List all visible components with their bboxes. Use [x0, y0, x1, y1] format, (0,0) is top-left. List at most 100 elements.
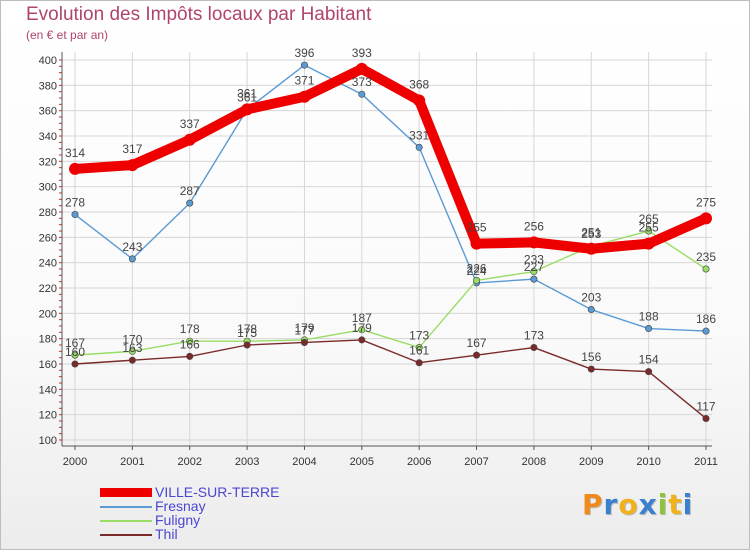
data-label-fuligny: 235 — [696, 250, 716, 264]
data-point-thil — [186, 352, 194, 360]
legend-item-fuligny: Fuligny — [100, 512, 330, 528]
data-point-fresnay — [358, 90, 366, 98]
legend-swatch-thil — [100, 534, 152, 536]
data-label-ville-sur-terre: 361 — [237, 86, 257, 100]
line-chart: 100 120 140 160 180 200 220 240 260 280 300 320 340 3… — [39, 46, 718, 468]
data-label-fresnay: 396 — [294, 46, 314, 60]
x-tick-label: 2010 — [636, 456, 660, 468]
legend-item-ville-sur-terre: VILLE-SUR-TERRE — [100, 484, 330, 500]
data-label-thil: 177 — [294, 323, 314, 337]
data-point-fuligny — [186, 337, 194, 345]
data-label-thil: 179 — [352, 321, 372, 335]
data-point-fuligny — [415, 344, 423, 352]
logo-letter-5: i — [657, 488, 669, 521]
data-label-fresnay: 188 — [639, 310, 659, 324]
data-label-ville-sur-terre: 314 — [65, 146, 85, 160]
series-line-fresnay — [74, 64, 707, 332]
x-tick-label: 2005 — [350, 456, 374, 468]
data-label-fresnay: 331 — [409, 128, 429, 142]
x-tick-label: 2004 — [292, 456, 316, 468]
x-tick-label: 2008 — [522, 456, 546, 468]
legend-label-fuligny: Fuligny — [155, 512, 201, 528]
data-label-fuligny: 187 — [352, 311, 372, 325]
data-point-ville-sur-terre — [183, 133, 196, 146]
data-point-ville-sur-terre — [585, 242, 598, 255]
series-line-ville-sur-terre — [70, 63, 711, 254]
data-point-ville-sur-terre — [241, 103, 254, 116]
proxiti-logo: Proxiti — [582, 488, 693, 521]
y-tick-label: 200 — [39, 308, 57, 320]
data-label-thil: 173 — [524, 329, 544, 343]
y-tick-label: 240 — [39, 258, 57, 270]
data-point-thil — [71, 360, 79, 368]
data-label-thil: 166 — [180, 337, 200, 351]
data-point-fuligny — [702, 265, 710, 273]
data-label-thil: 117 — [696, 399, 715, 413]
data-label-fresnay: 243 — [122, 240, 142, 254]
data-point-ville-sur-terre — [126, 159, 139, 172]
data-label-fresnay: 227 — [524, 260, 544, 274]
data-point-fresnay — [415, 143, 423, 151]
y-tick-label: 340 — [39, 131, 57, 143]
data-point-fuligny — [473, 276, 481, 284]
data-label-ville-sur-terre: 393 — [352, 46, 372, 60]
data-label-fresnay: 186 — [696, 312, 716, 326]
y-tick-label: 140 — [39, 384, 57, 396]
x-tick-label: 2002 — [177, 456, 201, 468]
legend-label-thil: Thil — [155, 526, 178, 542]
data-point-thil — [415, 359, 423, 367]
data-point-thil — [645, 368, 653, 376]
data-label-ville-sur-terre: 317 — [122, 142, 142, 156]
x-tick-label: 2009 — [579, 456, 603, 468]
data-point-thil — [530, 344, 538, 352]
data-label-thil: 175 — [237, 326, 257, 340]
legend-item-fresnay: Fresnay — [100, 498, 330, 514]
legend-item-thil: Thil — [100, 526, 330, 542]
data-label-thil: 167 — [467, 336, 487, 350]
data-label-fresnay: 278 — [65, 196, 85, 210]
legend-label-ville-sur-terre: VILLE-SUR-TERRE — [155, 484, 280, 500]
data-point-fresnay — [300, 61, 308, 69]
data-label-ville-sur-terre: 255 — [467, 221, 487, 235]
data-label-fresnay: 224 — [467, 264, 487, 278]
logo-letter-3: o — [618, 488, 639, 521]
legend-swatch-ville-sur-terre — [100, 488, 152, 497]
data-point-thil — [702, 414, 710, 422]
data-point-fuligny — [128, 347, 136, 355]
data-label-fuligny: 265 — [639, 212, 659, 226]
data-point-thil — [300, 338, 308, 346]
logo-letter-2: r — [603, 488, 619, 521]
data-point-fresnay — [530, 275, 538, 283]
data-point-ville-sur-terre — [527, 236, 540, 249]
y-tick-label: 320 — [39, 156, 57, 168]
data-point-ville-sur-terre — [298, 90, 311, 103]
logo-letter-1: P — [582, 488, 604, 521]
y-tick-label: 100 — [39, 435, 57, 447]
data-point-fresnay — [128, 255, 136, 263]
data-point-fresnay — [645, 325, 653, 333]
x-tick-label: 2001 — [120, 456, 144, 468]
y-tick-label: 380 — [39, 80, 57, 92]
data-label-fuligny: 170 — [122, 332, 142, 346]
y-tick-label: 160 — [39, 359, 57, 371]
y-tick-label: 180 — [39, 334, 57, 346]
data-label-ville-sur-terre: 251 — [581, 226, 601, 240]
x-tick-label: 2011 — [694, 456, 718, 468]
data-point-thil — [128, 356, 136, 364]
x-tick-label: 2007 — [464, 456, 488, 468]
data-label-fuligny: 173 — [409, 329, 429, 343]
data-point-thil — [243, 341, 251, 349]
data-point-fuligny — [71, 351, 79, 359]
data-point-ville-sur-terre — [470, 237, 483, 250]
data-label-fuligny: 178 — [180, 322, 200, 336]
legend-swatch-fresnay — [100, 506, 152, 508]
chart-legend: VILLE-SUR-TERRE Fresnay Fuligny Thil — [100, 484, 330, 542]
data-label-fuligny: 178 — [237, 322, 257, 336]
data-point-fuligny — [645, 227, 653, 235]
x-tick-label: 2003 — [235, 456, 259, 468]
legend-label-fresnay: Fresnay — [155, 498, 206, 514]
data-point-fresnay — [587, 306, 595, 314]
x-tick-label: 2000 — [63, 456, 87, 468]
logo-letter-6: t — [668, 488, 683, 521]
